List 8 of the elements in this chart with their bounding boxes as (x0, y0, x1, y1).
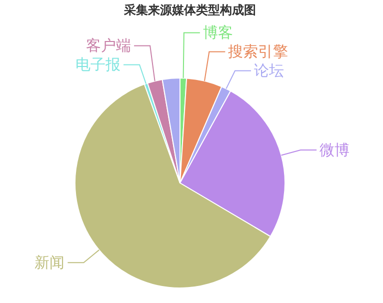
chart-title: 采集来源媒体类型构成图 (123, 3, 256, 17)
slice-label: 博客 (202, 24, 233, 42)
slice-label: 新闻 (34, 254, 65, 272)
slice-label: 微博 (320, 141, 350, 160)
slice-label: 搜索引擎 (228, 42, 288, 61)
slice-label: 电子报 (76, 56, 121, 74)
slice-label: 客户端 (86, 36, 132, 55)
slice-label: 论坛 (254, 62, 284, 80)
